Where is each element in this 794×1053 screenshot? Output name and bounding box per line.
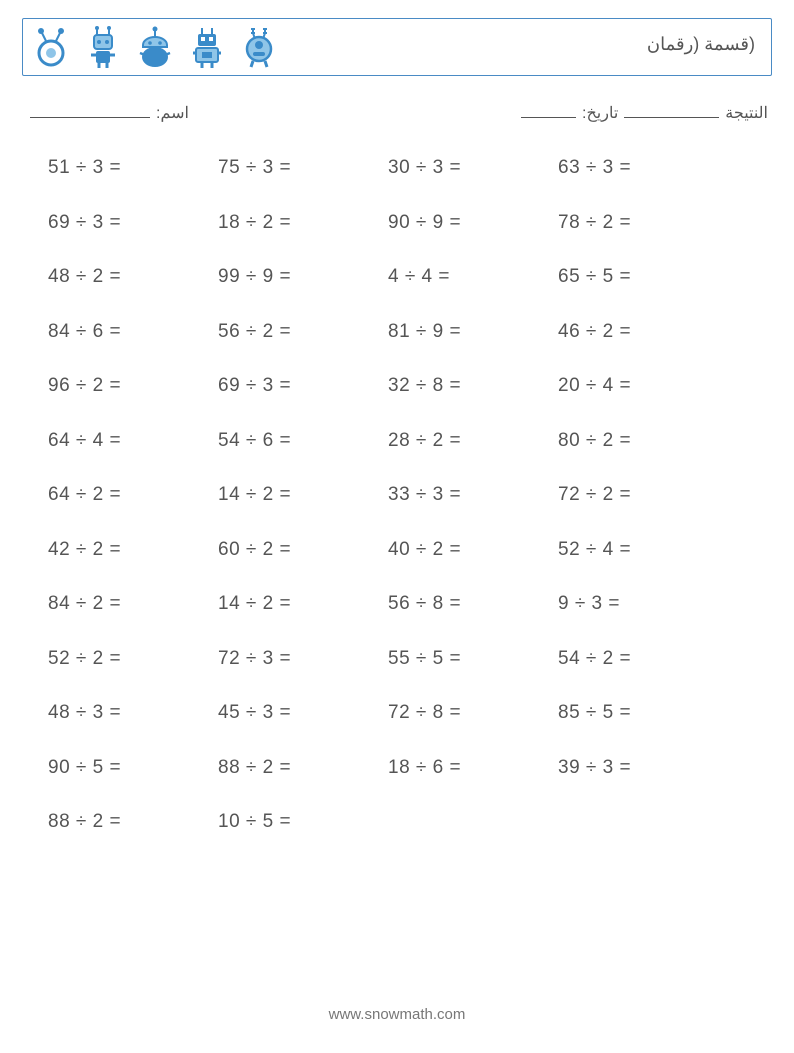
score-label: النتيجة <box>725 103 768 123</box>
problem-cell: 65 ÷ 5 = <box>558 266 728 288</box>
header-box: (قسمة (رقمان <box>22 18 772 76</box>
problem-row: 90 ÷ 5 =88 ÷ 2 =18 ÷ 6 =39 ÷ 3 = <box>48 757 772 779</box>
problem-cell: 56 ÷ 2 = <box>218 321 388 343</box>
problem-row: 88 ÷ 2 =10 ÷ 5 = <box>48 811 772 833</box>
problem-cell: 51 ÷ 3 = <box>48 157 218 179</box>
problem-cell: 40 ÷ 2 = <box>388 539 558 561</box>
problem-cell: 90 ÷ 9 = <box>388 212 558 234</box>
problem-cell: 78 ÷ 2 = <box>558 212 728 234</box>
problem-cell: 55 ÷ 5 = <box>388 648 558 670</box>
problem-row: 52 ÷ 2 =72 ÷ 3 =55 ÷ 5 =54 ÷ 2 = <box>48 648 772 670</box>
problem-cell <box>388 811 558 833</box>
problem-cell: 20 ÷ 4 = <box>558 375 728 397</box>
problem-cell: 64 ÷ 2 = <box>48 484 218 506</box>
problem-cell: 72 ÷ 2 = <box>558 484 728 506</box>
problem-row: 51 ÷ 3 =75 ÷ 3 =30 ÷ 3 =63 ÷ 3 = <box>48 157 772 179</box>
problem-cell: 42 ÷ 2 = <box>48 539 218 561</box>
problem-cell: 18 ÷ 6 = <box>388 757 558 779</box>
problem-cell: 80 ÷ 2 = <box>558 430 728 452</box>
problem-cell: 4 ÷ 4 = <box>388 266 558 288</box>
robot-icon <box>189 25 225 69</box>
problem-cell: 64 ÷ 4 = <box>48 430 218 452</box>
problem-cell: 48 ÷ 3 = <box>48 702 218 724</box>
problems-grid: 51 ÷ 3 =75 ÷ 3 =30 ÷ 3 =63 ÷ 3 = 69 ÷ 3 =… <box>22 157 772 833</box>
robot-icon <box>85 25 121 69</box>
problem-cell: 39 ÷ 3 = <box>558 757 728 779</box>
problem-cell: 69 ÷ 3 = <box>48 212 218 234</box>
problem-cell: 54 ÷ 6 = <box>218 430 388 452</box>
name-label: اسم: <box>156 103 189 123</box>
info-row: اسم: النتيجة تاريخ: <box>22 102 772 123</box>
problem-row: 84 ÷ 6 =56 ÷ 2 =81 ÷ 9 =46 ÷ 2 = <box>48 321 772 343</box>
worksheet-page: (قسمة (رقمان اسم: النتيجة تاريخ: 51 ÷ 3 … <box>0 0 794 1053</box>
problem-cell: 10 ÷ 5 = <box>218 811 388 833</box>
problem-cell: 14 ÷ 2 = <box>218 484 388 506</box>
problem-cell: 46 ÷ 2 = <box>558 321 728 343</box>
problem-row: 69 ÷ 3 =18 ÷ 2 =90 ÷ 9 =78 ÷ 2 = <box>48 212 772 234</box>
problem-cell: 99 ÷ 9 = <box>218 266 388 288</box>
problem-row: 96 ÷ 2 =69 ÷ 3 =32 ÷ 8 =20 ÷ 4 = <box>48 375 772 397</box>
problem-cell: 81 ÷ 9 = <box>388 321 558 343</box>
problem-row: 84 ÷ 2 =14 ÷ 2 =56 ÷ 8 =9 ÷ 3 = <box>48 593 772 615</box>
problem-cell: 75 ÷ 3 = <box>218 157 388 179</box>
problem-row: 48 ÷ 3 =45 ÷ 3 =72 ÷ 8 =85 ÷ 5 = <box>48 702 772 724</box>
problem-cell: 88 ÷ 2 = <box>48 811 218 833</box>
date-label: تاريخ: <box>582 103 618 123</box>
problem-cell: 96 ÷ 2 = <box>48 375 218 397</box>
robot-icon <box>33 25 69 69</box>
problem-cell: 72 ÷ 3 = <box>218 648 388 670</box>
problem-cell: 52 ÷ 4 = <box>558 539 728 561</box>
footer-text: www.snowmath.com <box>0 1006 794 1023</box>
problem-cell: 88 ÷ 2 = <box>218 757 388 779</box>
problem-cell: 52 ÷ 2 = <box>48 648 218 670</box>
problem-cell: 90 ÷ 5 = <box>48 757 218 779</box>
problem-row: 64 ÷ 4 =54 ÷ 6 =28 ÷ 2 =80 ÷ 2 = <box>48 430 772 452</box>
problem-cell: 28 ÷ 2 = <box>388 430 558 452</box>
problem-cell: 48 ÷ 2 = <box>48 266 218 288</box>
score-blank[interactable] <box>624 102 719 118</box>
problem-cell: 45 ÷ 3 = <box>218 702 388 724</box>
name-field: اسم: <box>26 102 189 123</box>
problem-cell: 84 ÷ 2 = <box>48 593 218 615</box>
problem-cell <box>558 811 728 833</box>
problem-cell: 30 ÷ 3 = <box>388 157 558 179</box>
problem-row: 64 ÷ 2 =14 ÷ 2 =33 ÷ 3 =72 ÷ 2 = <box>48 484 772 506</box>
robot-icon <box>241 25 277 69</box>
problem-cell: 9 ÷ 3 = <box>558 593 728 615</box>
problem-cell: 60 ÷ 2 = <box>218 539 388 561</box>
problem-cell: 32 ÷ 8 = <box>388 375 558 397</box>
robot-row <box>33 25 277 69</box>
score-date-field: النتيجة تاريخ: <box>517 102 768 123</box>
problem-cell: 18 ÷ 2 = <box>218 212 388 234</box>
problem-row: 42 ÷ 2 =60 ÷ 2 =40 ÷ 2 =52 ÷ 4 = <box>48 539 772 561</box>
problem-cell: 85 ÷ 5 = <box>558 702 728 724</box>
problem-cell: 72 ÷ 8 = <box>388 702 558 724</box>
problem-cell: 33 ÷ 3 = <box>388 484 558 506</box>
robot-icon <box>137 25 173 69</box>
problem-cell: 69 ÷ 3 = <box>218 375 388 397</box>
problem-cell: 54 ÷ 2 = <box>558 648 728 670</box>
name-blank[interactable] <box>30 102 150 118</box>
date-blank[interactable] <box>521 102 576 118</box>
problem-cell: 63 ÷ 3 = <box>558 157 728 179</box>
problem-cell: 84 ÷ 6 = <box>48 321 218 343</box>
problem-cell: 56 ÷ 8 = <box>388 593 558 615</box>
problem-cell: 14 ÷ 2 = <box>218 593 388 615</box>
problem-row: 48 ÷ 2 =99 ÷ 9 =4 ÷ 4 =65 ÷ 5 = <box>48 266 772 288</box>
worksheet-title: (قسمة (رقمان <box>647 34 761 61</box>
